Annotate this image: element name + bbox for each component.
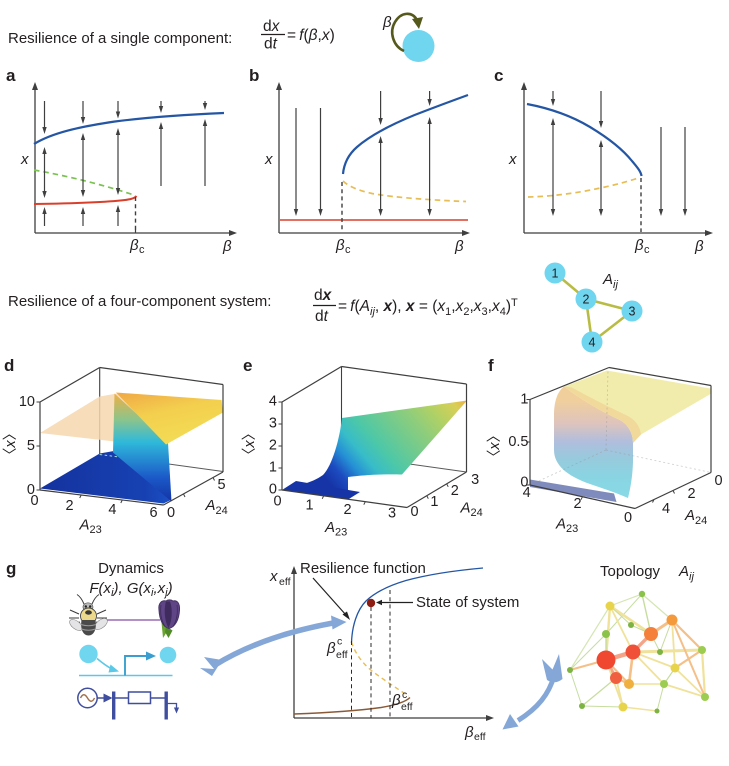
svg-text:β: β [382, 14, 392, 31]
svg-text:1: 1 [430, 494, 438, 510]
svg-text:Resilience of a single compone: Resilience of a single component: [8, 30, 232, 47]
svg-text:2: 2 [269, 438, 277, 454]
svg-text:x: x [269, 568, 278, 585]
svg-text:23: 23 [90, 524, 102, 536]
svg-text:3: 3 [629, 305, 636, 319]
svg-text:0: 0 [167, 505, 175, 521]
svg-text:2: 2 [343, 502, 351, 518]
svg-text:1: 1 [269, 460, 277, 476]
svg-text:β: β [129, 237, 139, 254]
svg-text:f: f [488, 356, 494, 375]
svg-text:A: A [684, 507, 695, 524]
svg-text:x: x [20, 151, 29, 168]
svg-text:= f(β,x): = f(β,x) [287, 27, 335, 44]
svg-text:c: c [139, 244, 145, 256]
svg-text:c: c [345, 244, 351, 256]
svg-text:5: 5 [217, 477, 225, 493]
svg-text:A: A [555, 516, 566, 533]
svg-text:β: β [326, 640, 336, 657]
svg-text:dx: dx [263, 18, 281, 35]
svg-text:0: 0 [30, 493, 38, 509]
svg-text:2: 2 [573, 496, 581, 512]
svg-text:Resilience function: Resilience function [300, 560, 426, 577]
svg-text:a: a [6, 66, 16, 85]
svg-text:β: β [694, 238, 704, 255]
svg-text:eff: eff [401, 701, 413, 713]
svg-text:0: 0 [27, 482, 35, 498]
svg-text:A: A [205, 497, 216, 514]
svg-text:β: β [222, 238, 232, 255]
svg-text:6: 6 [149, 505, 157, 521]
svg-text:d: d [4, 356, 14, 375]
svg-text:1: 1 [520, 392, 528, 408]
svg-text:0: 0 [520, 475, 528, 491]
svg-text:3: 3 [388, 506, 396, 522]
svg-text:b: b [249, 66, 259, 85]
svg-text:dx: dx [314, 287, 333, 304]
svg-text:dt: dt [264, 36, 278, 53]
svg-text:x: x [264, 151, 273, 168]
svg-text:4: 4 [662, 501, 670, 517]
svg-text:A: A [460, 500, 471, 517]
svg-text:5: 5 [27, 438, 35, 454]
svg-text:β: β [464, 724, 474, 741]
svg-text:x: x [508, 151, 517, 168]
svg-text:β: β [335, 237, 345, 254]
svg-text:〈x〉: 〈x〉 [486, 428, 503, 464]
svg-text:A: A [602, 271, 613, 288]
svg-text:dt: dt [315, 308, 329, 325]
svg-text:4: 4 [108, 502, 116, 518]
svg-text:A: A [678, 563, 689, 580]
svg-text:β: β [391, 692, 401, 709]
svg-text:1: 1 [552, 267, 559, 281]
svg-text:e: e [243, 356, 252, 375]
svg-text:Topology: Topology [600, 563, 661, 580]
svg-text:0: 0 [273, 494, 281, 510]
svg-text:c: c [494, 66, 503, 85]
svg-text:23: 23 [335, 527, 347, 539]
svg-text:23: 23 [566, 523, 578, 535]
svg-text:2: 2 [687, 486, 695, 502]
svg-text:eff: eff [336, 649, 348, 661]
svg-text:0: 0 [269, 482, 277, 498]
svg-text:A: A [79, 517, 90, 534]
svg-text:10: 10 [19, 394, 35, 410]
svg-text:〈x〉: 〈x〉 [2, 426, 19, 462]
svg-text:0: 0 [624, 510, 632, 526]
svg-text:4: 4 [523, 485, 531, 501]
svg-text:0.5: 0.5 [508, 434, 528, 450]
svg-text:c: c [337, 636, 342, 648]
svg-text:State of system: State of system [416, 594, 519, 611]
svg-text:ij: ij [689, 571, 694, 583]
svg-text:2: 2 [66, 498, 74, 514]
svg-text:F(xi), G(xi,xj): F(xi), G(xi,xj) [89, 580, 172, 599]
svg-text:24: 24 [695, 515, 707, 527]
svg-text:3: 3 [471, 472, 479, 488]
svg-text:1: 1 [305, 498, 313, 514]
svg-text:4: 4 [269, 394, 277, 410]
svg-text:3: 3 [269, 416, 277, 432]
svg-text:4: 4 [589, 336, 596, 350]
svg-text:Dynamics: Dynamics [98, 560, 164, 577]
svg-text:ij: ij [613, 279, 618, 291]
svg-text:c: c [402, 689, 407, 701]
svg-text:Resilience of a four-component: Resilience of a four-component system: [8, 293, 271, 310]
svg-text:2: 2 [451, 483, 459, 499]
svg-text:2: 2 [583, 293, 590, 307]
svg-text:24: 24 [471, 507, 483, 519]
svg-text:0: 0 [410, 504, 418, 520]
svg-text:= f(Aij, x), x = (x1,x2,x3,x4): = f(Aij, x), x = (x1,x2,x3,x4)T [338, 297, 518, 318]
svg-text:A: A [324, 519, 335, 536]
svg-text:g: g [6, 559, 16, 578]
svg-text:eff: eff [279, 576, 291, 588]
svg-text:c: c [644, 244, 650, 256]
svg-text:〈x〉: 〈x〉 [241, 426, 258, 462]
svg-text:β: β [634, 237, 644, 254]
svg-text:β: β [454, 238, 464, 255]
svg-text:eff: eff [474, 731, 486, 743]
svg-text:0: 0 [714, 473, 722, 489]
svg-text:24: 24 [216, 505, 228, 517]
